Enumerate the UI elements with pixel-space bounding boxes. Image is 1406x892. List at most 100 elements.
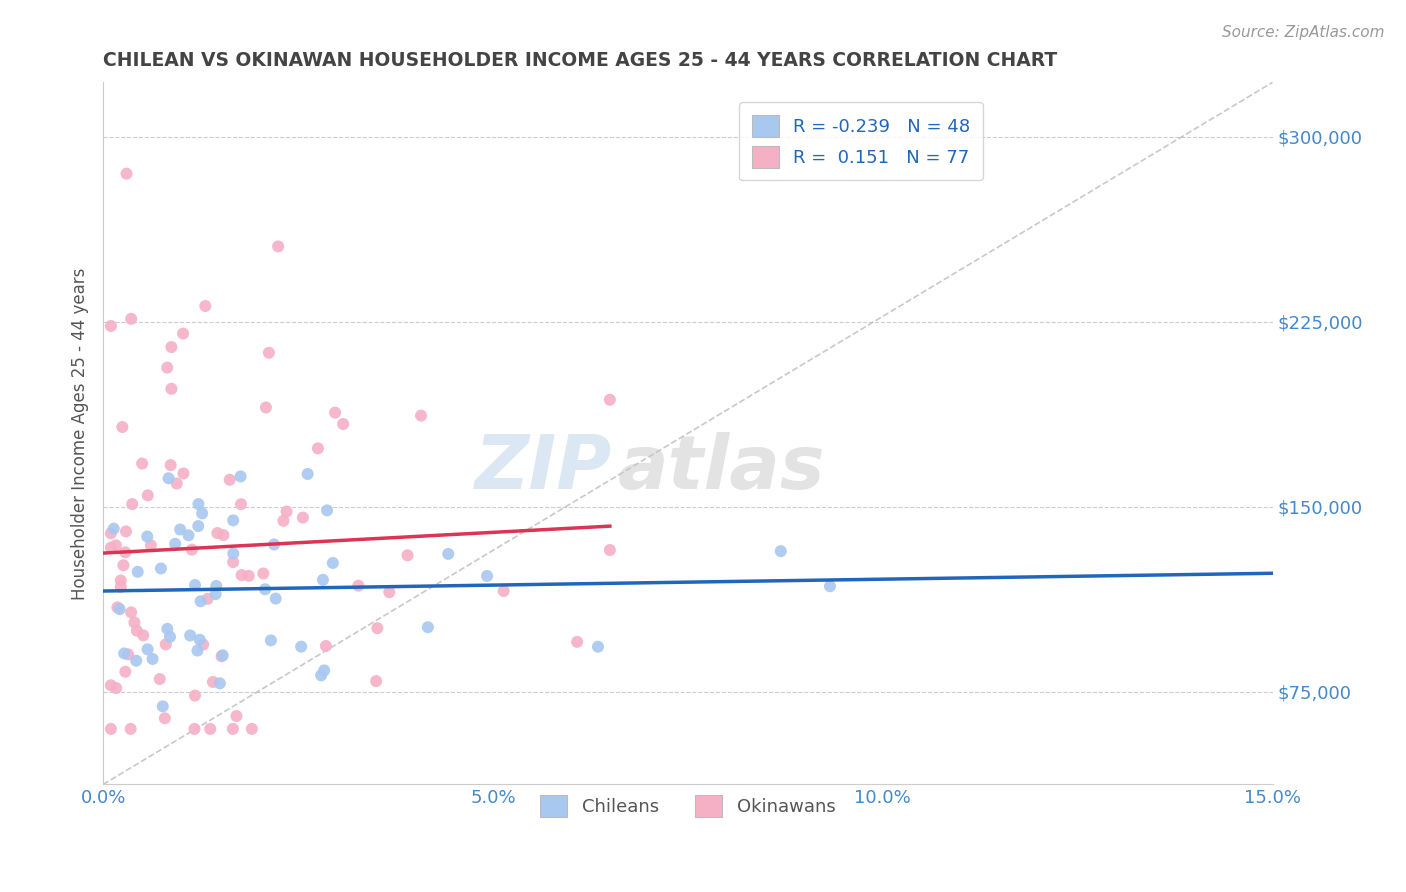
- Point: [475, 569, 498, 583]
- Point: [211, 648, 233, 663]
- Point: [252, 566, 274, 581]
- Point: [157, 471, 180, 485]
- Point: [108, 602, 131, 616]
- Point: [114, 545, 136, 559]
- Point: [297, 467, 319, 481]
- Point: [114, 665, 136, 679]
- Point: [201, 675, 224, 690]
- Point: [309, 668, 332, 682]
- Point: [139, 538, 162, 552]
- Point: [165, 537, 187, 551]
- Point: [366, 674, 388, 689]
- Point: [204, 587, 226, 601]
- Point: [191, 507, 214, 521]
- Point: [136, 488, 159, 502]
- Point: [156, 622, 179, 636]
- Point: [188, 632, 211, 647]
- Point: [149, 672, 172, 686]
- Point: [187, 497, 209, 511]
- Point: [160, 340, 183, 354]
- Point: [103, 522, 125, 536]
- Point: [200, 722, 222, 736]
- Point: [121, 497, 143, 511]
- Text: CHILEAN VS OKINAWAN HOUSEHOLDER INCOME AGES 25 - 44 YEARS CORRELATION CHART: CHILEAN VS OKINAWAN HOUSEHOLDER INCOME A…: [103, 51, 1057, 70]
- Point: [207, 526, 229, 541]
- Point: [194, 299, 217, 313]
- Text: Source: ZipAtlas.com: Source: ZipAtlas.com: [1222, 25, 1385, 40]
- Point: [599, 543, 621, 558]
- Point: [166, 476, 188, 491]
- Point: [225, 709, 247, 723]
- Point: [264, 591, 287, 606]
- Point: [212, 528, 235, 542]
- Point: [378, 585, 401, 599]
- Point: [366, 621, 388, 635]
- Y-axis label: Householder Income Ages 25 - 44 years: Householder Income Ages 25 - 44 years: [72, 268, 89, 599]
- Point: [818, 579, 841, 593]
- Point: [110, 574, 132, 588]
- Point: [120, 605, 142, 619]
- Point: [492, 584, 515, 599]
- Point: [120, 722, 142, 736]
- Point: [187, 519, 209, 533]
- Point: [136, 642, 159, 657]
- Point: [205, 579, 228, 593]
- Point: [257, 345, 280, 359]
- Point: [222, 555, 245, 569]
- Point: [159, 630, 181, 644]
- Point: [100, 526, 122, 541]
- Point: [254, 582, 277, 597]
- Point: [586, 640, 609, 654]
- Text: ZIP: ZIP: [475, 432, 612, 505]
- Point: [315, 639, 337, 653]
- Point: [211, 649, 233, 664]
- Point: [229, 469, 252, 483]
- Point: [177, 528, 200, 542]
- Point: [112, 647, 135, 661]
- Point: [153, 711, 176, 725]
- Point: [218, 473, 240, 487]
- Point: [332, 417, 354, 431]
- Point: [260, 633, 283, 648]
- Point: [110, 580, 132, 594]
- Point: [172, 467, 194, 481]
- Point: [179, 628, 201, 642]
- Point: [437, 547, 460, 561]
- Point: [152, 699, 174, 714]
- Point: [100, 541, 122, 555]
- Point: [312, 573, 335, 587]
- Point: [769, 544, 792, 558]
- Point: [347, 579, 370, 593]
- Point: [276, 504, 298, 518]
- Point: [104, 538, 127, 552]
- Point: [291, 510, 314, 524]
- Point: [155, 637, 177, 651]
- Point: [184, 578, 207, 592]
- Point: [396, 549, 419, 563]
- Point: [267, 239, 290, 253]
- Point: [186, 643, 208, 657]
- Point: [208, 676, 231, 690]
- Point: [231, 568, 253, 582]
- Point: [183, 722, 205, 736]
- Point: [190, 594, 212, 608]
- Legend: Chileans, Okinawans: Chileans, Okinawans: [533, 788, 842, 824]
- Point: [240, 722, 263, 736]
- Point: [409, 409, 432, 423]
- Point: [169, 523, 191, 537]
- Point: [222, 513, 245, 527]
- Point: [125, 654, 148, 668]
- Point: [416, 620, 439, 634]
- Point: [107, 600, 129, 615]
- Point: [238, 569, 260, 583]
- Point: [127, 565, 149, 579]
- Point: [307, 442, 329, 456]
- Point: [229, 497, 252, 511]
- Point: [120, 311, 142, 326]
- Point: [115, 167, 138, 181]
- Point: [100, 318, 122, 333]
- Point: [117, 648, 139, 662]
- Point: [197, 591, 219, 606]
- Point: [314, 664, 336, 678]
- Point: [172, 326, 194, 341]
